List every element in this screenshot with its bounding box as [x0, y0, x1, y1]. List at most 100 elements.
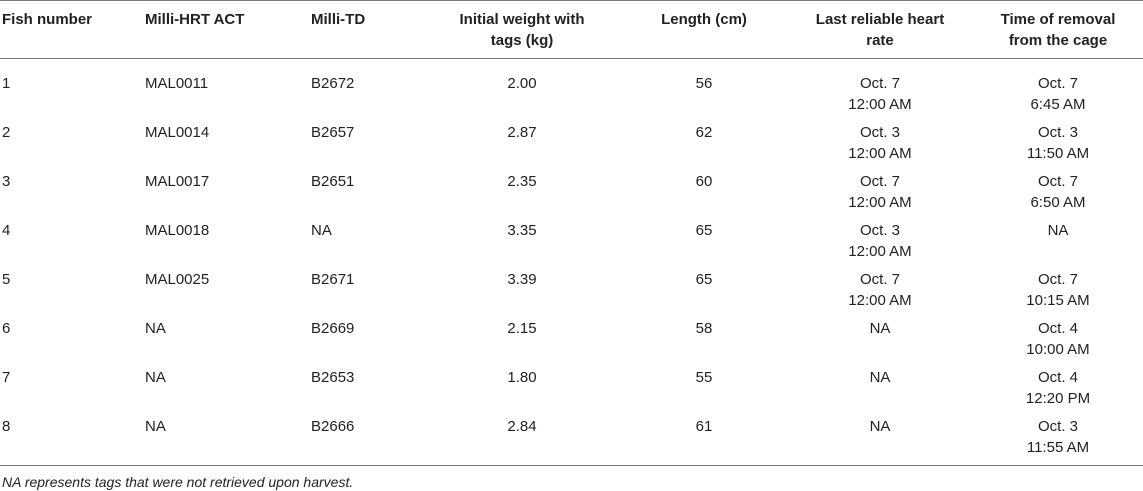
cell-fish-number: 7 [2, 369, 11, 386]
cell-initial-weight: 3.39 [507, 271, 537, 288]
cell-milli-td: B2672 [311, 75, 355, 92]
cell-removal-time: Oct. 7 10:15 AM [973, 269, 1143, 318]
cell-removal-time-line: NA [1047, 222, 1069, 239]
cell-length: 60 [695, 173, 713, 190]
header-row: Fish number Milli-HRT ACT Milli-TD Initi… [0, 0, 1143, 59]
cell-length: 65 [695, 271, 713, 288]
cell-last-heart-rate: Oct. 7 12:00 AM [787, 171, 973, 220]
header-initial-weight: Initial weight with tags (kg) [459, 11, 585, 49]
cell-last-heart-rate: NA [787, 416, 973, 466]
cell-initial-weight: 1.80 [507, 369, 537, 386]
cell-milli-hrt-act: MAL0017 [145, 173, 210, 190]
cell-milli-hrt-act: MAL0018 [145, 222, 210, 239]
cell-removal-time-line: 10:15 AM [1026, 292, 1090, 309]
cell-removal-time-line: Oct. 4 [1037, 320, 1078, 337]
cell-initial-weight: 3.35 [507, 222, 537, 239]
cell-last-heart-rate-line: Oct. 7 [859, 271, 900, 288]
cell-removal-time-line: 11:55 AM [1026, 439, 1090, 456]
cell-last-heart-rate-line: 12:00 AM [848, 243, 912, 260]
cell-removal-time-line: Oct. 7 [1037, 173, 1078, 190]
header-last-heart-rate: Last reliable heart rate [815, 11, 945, 49]
header-milli-td: Milli-TD [311, 11, 366, 28]
table-row: 5 MAL0025 B2671 3.39 65 Oct. 7 12:00 AM Oct. 7 1… [0, 269, 1143, 318]
cell-last-heart-rate: NA [787, 367, 973, 416]
cell-removal-time-line: 10:00 AM [1026, 341, 1090, 358]
cell-last-heart-rate-line: NA [869, 320, 891, 337]
cell-last-heart-rate: Oct. 3 12:00 AM [787, 122, 973, 171]
cell-fish-number: 5 [2, 271, 11, 288]
cell-removal-time: Oct. 7 6:45 AM [973, 59, 1143, 123]
cell-removal-time: Oct. 7 6:50 AM [973, 171, 1143, 220]
cell-length: 62 [695, 124, 713, 141]
cell-milli-hrt-act: MAL0014 [145, 124, 210, 141]
cell-last-heart-rate-line: 12:00 AM [848, 194, 912, 211]
cell-milli-hrt-act: NA [145, 369, 166, 386]
cell-last-heart-rate-line: NA [869, 418, 891, 435]
cell-initial-weight: 2.15 [507, 320, 537, 337]
fish-tag-table: Fish number Milli-HRT ACT Milli-TD Initi… [0, 0, 1143, 466]
cell-last-heart-rate-line: 12:00 AM [848, 96, 912, 113]
cell-removal-time: Oct. 3 11:55 AM [973, 416, 1143, 466]
cell-initial-weight: 2.84 [507, 418, 537, 435]
cell-last-heart-rate-line: Oct. 3 [859, 124, 900, 141]
cell-milli-hrt-act: MAL0011 [145, 75, 209, 92]
cell-milli-hrt-act: MAL0025 [145, 271, 210, 288]
cell-fish-number: 3 [2, 173, 11, 190]
table-row: 7 NA B2653 1.80 55 NA Oct. 4 12:20 PM [0, 367, 1143, 416]
cell-milli-td: B2651 [311, 173, 355, 190]
cell-milli-hrt-act: NA [145, 320, 166, 337]
cell-last-heart-rate-line: Oct. 7 [859, 173, 900, 190]
cell-initial-weight: 2.00 [507, 75, 537, 92]
cell-removal-time-line: 12:20 PM [1025, 390, 1091, 407]
data-table-container: Fish number Milli-HRT ACT Milli-TD Initi… [0, 0, 1143, 466]
cell-milli-hrt-act: NA [145, 418, 166, 435]
cell-removal-time-line: Oct. 7 [1037, 75, 1078, 92]
table-row: 3 MAL0017 B2651 2.35 60 Oct. 7 12:00 AM Oct. 7 6… [0, 171, 1143, 220]
table-row: 1 MAL0011 B2672 2.00 56 Oct. 7 12:00 AM Oct. 7 6… [0, 59, 1143, 123]
header-fish-number: Fish number [2, 11, 93, 28]
cell-removal-time-line: Oct. 7 [1037, 271, 1078, 288]
cell-removal-time-line: 6:45 AM [1030, 96, 1086, 113]
cell-length: 61 [695, 418, 713, 435]
cell-milli-td: B2653 [311, 369, 355, 386]
cell-milli-td: B2666 [311, 418, 355, 435]
cell-fish-number: 2 [2, 124, 11, 141]
cell-milli-td: B2657 [311, 124, 355, 141]
cell-length: 55 [695, 369, 713, 386]
cell-removal-time: Oct. 4 10:00 AM [973, 318, 1143, 367]
cell-last-heart-rate: Oct. 3 12:00 AM [787, 220, 973, 269]
cell-last-heart-rate-line: NA [869, 369, 891, 386]
header-removal-time: Time of removal from the cage [1000, 11, 1116, 49]
cell-milli-td: B2671 [311, 271, 355, 288]
cell-length: 58 [695, 320, 713, 337]
cell-removal-time: NA [973, 220, 1143, 269]
cell-last-heart-rate-line: 12:00 AM [848, 292, 912, 309]
table-row: 8 NA B2666 2.84 61 NA Oct. 3 11:55 AM [0, 416, 1143, 466]
cell-last-heart-rate: Oct. 7 12:00 AM [787, 59, 973, 123]
cell-length: 65 [695, 222, 713, 239]
cell-removal-time-line: 6:50 AM [1030, 194, 1086, 211]
cell-last-heart-rate: Oct. 7 12:00 AM [787, 269, 973, 318]
cell-removal-time: Oct. 4 12:20 PM [973, 367, 1143, 416]
cell-fish-number: 4 [2, 222, 11, 239]
table-header: Fish number Milli-HRT ACT Milli-TD Initi… [0, 0, 1143, 59]
cell-removal-time-line: Oct. 3 [1037, 418, 1078, 435]
cell-fish-number: 8 [2, 418, 11, 435]
cell-milli-td: B2669 [311, 320, 355, 337]
table-footnote: NA represents tags that were not retriev… [2, 474, 354, 490]
table-row: 2 MAL0014 B2657 2.87 62 Oct. 3 12:00 AM Oct. 3 1… [0, 122, 1143, 171]
cell-milli-td: NA [311, 222, 332, 239]
cell-last-heart-rate: NA [787, 318, 973, 367]
cell-removal-time-line: Oct. 3 [1037, 124, 1078, 141]
header-milli-hrt-act: Milli-HRT ACT [145, 11, 245, 28]
cell-last-heart-rate-line: Oct. 3 [859, 222, 900, 239]
header-length: Length (cm) [661, 11, 747, 28]
cell-last-heart-rate-line: Oct. 7 [859, 75, 900, 92]
cell-initial-weight: 2.35 [507, 173, 537, 190]
table-row: 6 NA B2669 2.15 58 NA Oct. 4 10:00 AM [0, 318, 1143, 367]
cell-last-heart-rate-line: 12:00 AM [848, 145, 912, 162]
table-row: 4 MAL0018 NA 3.35 65 Oct. 3 12:00 AM NA [0, 220, 1143, 269]
cell-removal-time: Oct. 3 11:50 AM [973, 122, 1143, 171]
cell-length: 56 [695, 75, 713, 92]
